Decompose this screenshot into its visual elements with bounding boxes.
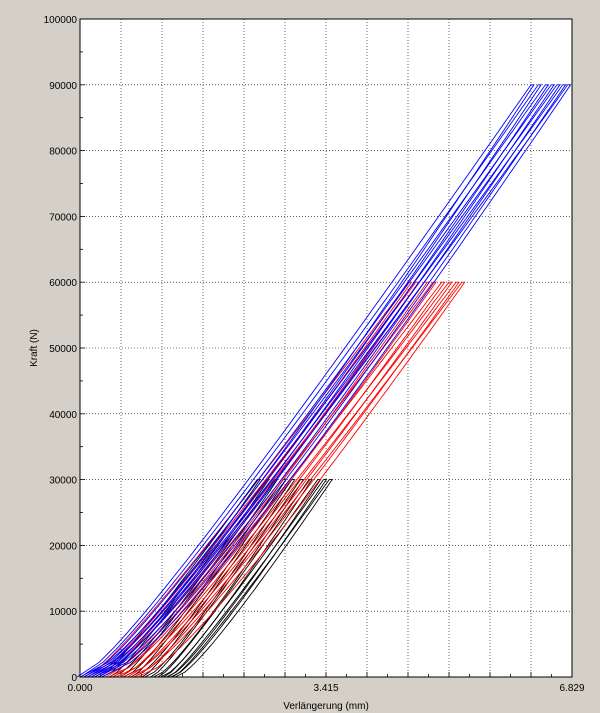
curve-group-1-cycle-5 xyxy=(120,281,453,678)
curve-group-0-cycle-4 xyxy=(141,479,296,678)
y-axis-label: Kraft (N) xyxy=(29,329,40,367)
curve-group-2-cycle-6 xyxy=(98,84,572,678)
curve-group-2-cycle-4 xyxy=(91,84,561,678)
y-tick-label: 0 xyxy=(71,673,77,684)
y-tick-label: 30000 xyxy=(49,476,77,487)
y-tick-label: 50000 xyxy=(49,344,77,355)
y-tick-label: 10000 xyxy=(49,607,77,618)
y-tick-label: 100000 xyxy=(44,15,78,26)
y-tick-label: 70000 xyxy=(49,212,77,223)
y-tick-labels: 0 10000 20000 30000 40000 50000 60000 70000 8000… xyxy=(44,15,78,684)
plot-border xyxy=(79,18,573,678)
y-tick-label: 20000 xyxy=(49,541,77,552)
curve-group-0-cycle-9 xyxy=(171,479,334,678)
curve-group-2-cycle-5 xyxy=(94,84,567,678)
x-axis-label: Verlängerung (mm) xyxy=(283,701,369,712)
curve-group-1-cycle-7 xyxy=(134,281,466,678)
y-tick-label: 40000 xyxy=(49,410,77,421)
curve-group-1-cycle-6 xyxy=(127,281,460,678)
x-tick-label: 0.000 xyxy=(67,683,92,694)
y-tick-label: 80000 xyxy=(49,147,77,158)
x-tick-label: 3.415 xyxy=(314,683,339,694)
x-tick-labels: 0.000 3.415 6.829 xyxy=(67,683,584,694)
curves xyxy=(76,18,573,678)
curve-group-1-cycle-4 xyxy=(112,281,446,678)
curve-group-2-cycle-2 xyxy=(84,84,550,678)
y-tick-label: 90000 xyxy=(49,81,77,92)
curve-group-0-cycle-8 xyxy=(167,479,328,678)
curve-group-2-cycle-3 xyxy=(87,84,555,678)
y-tick-label: 60000 xyxy=(49,278,77,289)
x-tick-label: 6.829 xyxy=(559,683,584,694)
curve-group-0-cycle-7 xyxy=(163,479,322,678)
curve-group-0-cycle-3 xyxy=(130,479,287,678)
